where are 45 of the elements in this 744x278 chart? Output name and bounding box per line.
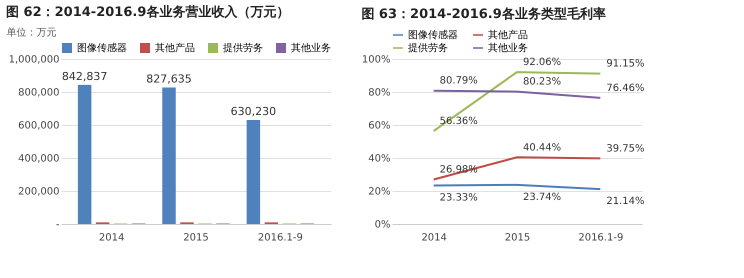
bar — [78, 84, 92, 224]
y-tick-label: 20% — [368, 186, 390, 198]
y-tick-label: 40% — [368, 154, 390, 164]
chart-title: 图 63：2014-2016.9各业务类型毛利率 — [361, 6, 606, 22]
y-tick-label: - — [56, 220, 60, 230]
legend-label: 其他业务 — [291, 42, 331, 54]
data-label: 39.75% — [606, 143, 644, 154]
x-tick-label: 2015 — [183, 232, 209, 244]
y-tick-label: 200,000 — [18, 186, 60, 198]
data-label: 40.44% — [523, 142, 562, 154]
y-axis-title: 单位：万元 — [6, 26, 56, 38]
legend-label: 其他业务 — [488, 42, 528, 54]
legend-label: 图像传感器 — [77, 42, 127, 54]
y-tick-label: 600,000 — [18, 120, 60, 132]
data-label: 23.74% — [523, 192, 562, 203]
data-label: 76.46% — [606, 82, 644, 94]
data-label: 21.14% — [606, 196, 644, 208]
data-label: 91.15% — [606, 58, 644, 70]
data-label: 630,230 — [230, 105, 276, 118]
x-tick-label: 2014 — [98, 232, 124, 244]
data-label: 23.33% — [440, 192, 478, 204]
legend-label: 其他产品 — [488, 29, 528, 41]
y-tick-label: 1,000,000 — [8, 54, 60, 66]
x-tick-label: 2016.1-9 — [578, 232, 624, 244]
y-tick-label: 100% — [362, 54, 390, 66]
data-label: 80.79% — [440, 76, 478, 87]
x-tick-label: 2016.1-9 — [258, 232, 303, 244]
legend-label: 提供劳务 — [223, 42, 263, 54]
y-tick-label: 800,000 — [18, 88, 60, 98]
y-tick-label: 400,000 — [18, 154, 60, 164]
y-tick-label: 0% — [374, 220, 390, 230]
data-label: 80.23% — [523, 76, 562, 88]
data-label: 842,837 — [62, 70, 108, 83]
x-tick-label: 2015 — [504, 232, 530, 244]
legend-label: 其他产品 — [155, 42, 195, 54]
bar — [246, 120, 260, 224]
bar — [162, 87, 176, 224]
y-tick-label: 60% — [368, 120, 390, 132]
y-tick-label: 80% — [368, 88, 390, 98]
chart-title: 图 62：2014-2016.9各业务营业收入（万元） — [6, 4, 290, 20]
data-label: 827,635 — [146, 72, 192, 86]
data-label: 92.06% — [523, 57, 562, 68]
x-tick-label: 2014 — [421, 232, 447, 244]
legend-label: 提供劳务 — [408, 42, 448, 54]
legend-label: 图像传感器 — [408, 29, 458, 41]
